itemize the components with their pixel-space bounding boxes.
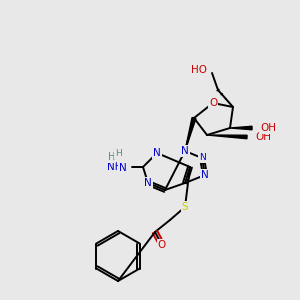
- Text: N: N: [153, 148, 161, 158]
- Text: O: O: [209, 98, 217, 108]
- Text: OH: OH: [255, 132, 271, 142]
- Text: OH: OH: [260, 123, 276, 133]
- Text: S: S: [182, 202, 188, 212]
- Text: HO: HO: [191, 65, 207, 75]
- Polygon shape: [185, 118, 196, 151]
- Text: N: N: [199, 154, 206, 163]
- Text: H: H: [115, 149, 122, 158]
- Text: N: N: [181, 146, 189, 156]
- Polygon shape: [207, 135, 247, 139]
- Text: H: H: [108, 152, 116, 162]
- Text: N: N: [119, 163, 127, 173]
- Text: NH: NH: [107, 162, 123, 172]
- Polygon shape: [230, 126, 252, 130]
- Text: N: N: [201, 170, 209, 180]
- Text: N: N: [144, 178, 152, 188]
- Text: O: O: [158, 240, 166, 250]
